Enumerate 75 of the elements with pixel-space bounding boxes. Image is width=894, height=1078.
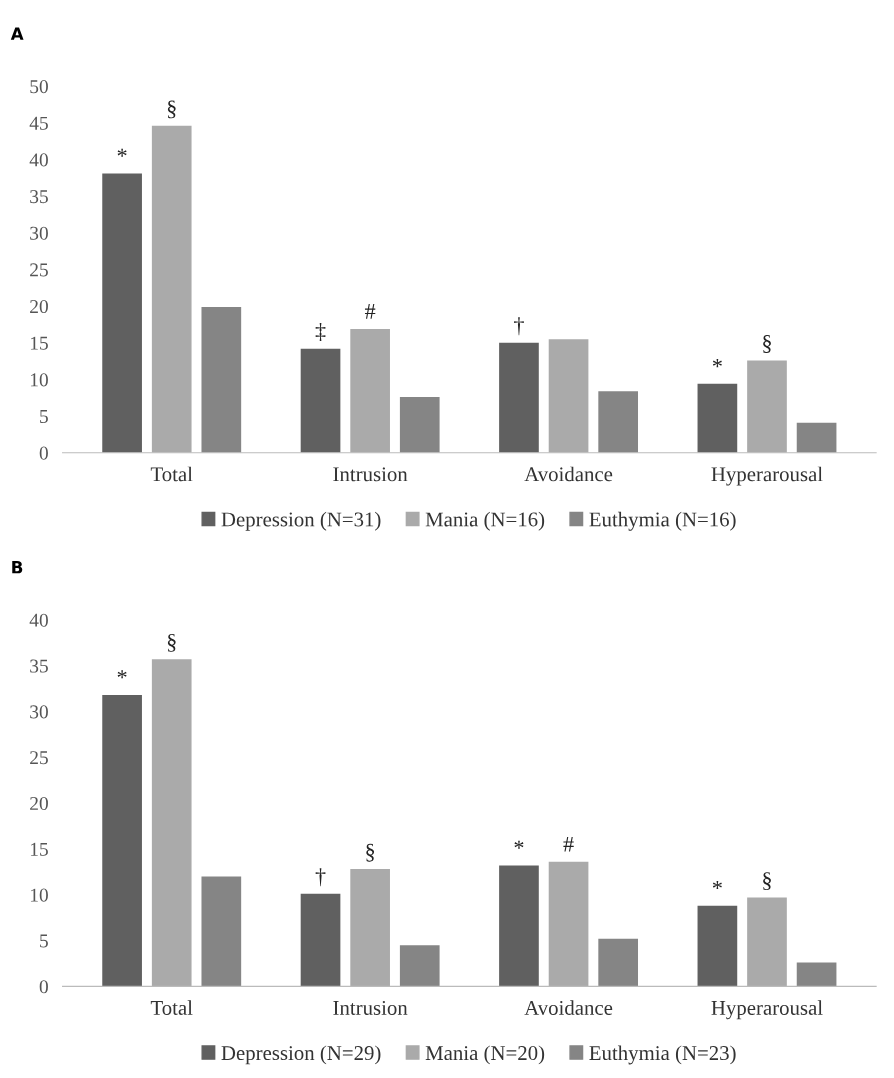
bar — [350, 328, 390, 453]
bar — [201, 306, 242, 453]
data-label: § — [763, 335, 771, 353]
y-tick-label: 10 — [30, 888, 48, 902]
y-tick-label: 35 — [30, 659, 48, 673]
y-tick-label: 10 — [30, 373, 48, 387]
data-label: * — [712, 359, 722, 368]
bar — [151, 125, 192, 453]
bar — [548, 861, 589, 987]
chart-title: B — [12, 561, 23, 574]
bar — [747, 897, 787, 987]
bar — [201, 876, 242, 987]
data-label: * — [712, 880, 722, 890]
x-tick-label: Hyperarousal — [711, 1000, 823, 1020]
bar — [300, 348, 341, 453]
bar — [697, 905, 738, 987]
y-tick-label: 30 — [30, 226, 48, 240]
bar — [102, 173, 142, 453]
bar — [399, 397, 440, 453]
data-label: * — [117, 670, 127, 679]
legend-label: Depression (N=31) — [221, 511, 381, 531]
y-tick-label: 30 — [30, 705, 48, 719]
x-tick-label: Total — [150, 466, 193, 482]
y-tick-label: 40 — [29, 613, 48, 627]
x-tick-label: Avoidance — [524, 1000, 613, 1015]
y-tick-label: 25 — [30, 751, 48, 765]
y-tick-label: 0 — [39, 980, 48, 994]
y-tick-label: 40 — [29, 153, 48, 167]
data-label: ‡ — [315, 323, 326, 342]
bar — [747, 360, 787, 453]
y-tick-label: 0 — [39, 446, 48, 460]
y-tick-label: 15 — [30, 336, 48, 350]
bar — [499, 865, 539, 987]
y-tick-label: 15 — [30, 842, 48, 856]
bar — [300, 893, 341, 987]
x-tick-label: Hyperarousal — [711, 466, 823, 486]
bar — [499, 342, 539, 453]
bar — [151, 659, 192, 987]
y-tick-label: 20 — [30, 299, 48, 314]
x-tick-label: Total — [150, 1000, 193, 1015]
legend-label: Mania (N=16) — [425, 511, 545, 531]
bar — [796, 962, 837, 987]
data-label: § — [167, 633, 176, 652]
bar — [350, 869, 390, 987]
y-tick-label: 25 — [30, 263, 48, 277]
y-tick-label: 20 — [30, 796, 48, 811]
y-tick-label: 5 — [40, 410, 48, 424]
legend-label: Euthymia (N=23) — [589, 1045, 736, 1065]
data-label: § — [167, 100, 176, 119]
data-label: # — [563, 836, 574, 852]
legend-label: Depression (N=29) — [221, 1045, 381, 1065]
bar — [697, 383, 738, 453]
data-label: † — [514, 317, 524, 336]
bar — [598, 938, 639, 987]
data-label: * — [514, 840, 524, 849]
y-tick-label: 5 — [40, 934, 48, 948]
legend-label: Mania (N=20) — [425, 1045, 545, 1065]
bar — [796, 422, 837, 453]
bar — [548, 339, 589, 453]
x-tick-label: Avoidance — [524, 466, 613, 482]
x-tick-label: Intrusion — [333, 467, 408, 482]
x-tick-label: Intrusion — [333, 1000, 408, 1015]
y-tick-label: 50 — [30, 80, 48, 94]
data-label: † — [315, 868, 326, 887]
data-label: § — [366, 843, 375, 862]
y-tick-label: 35 — [30, 190, 48, 204]
legend-label: Euthymia (N=16) — [589, 511, 736, 531]
data-label: § — [763, 872, 771, 891]
bar — [399, 945, 440, 987]
chart-title: A — [10, 27, 24, 40]
bar — [598, 391, 639, 453]
data-label: * — [117, 148, 127, 157]
data-label: # — [364, 304, 376, 319]
y-tick-label: 45 — [29, 116, 48, 130]
bar — [102, 694, 142, 987]
